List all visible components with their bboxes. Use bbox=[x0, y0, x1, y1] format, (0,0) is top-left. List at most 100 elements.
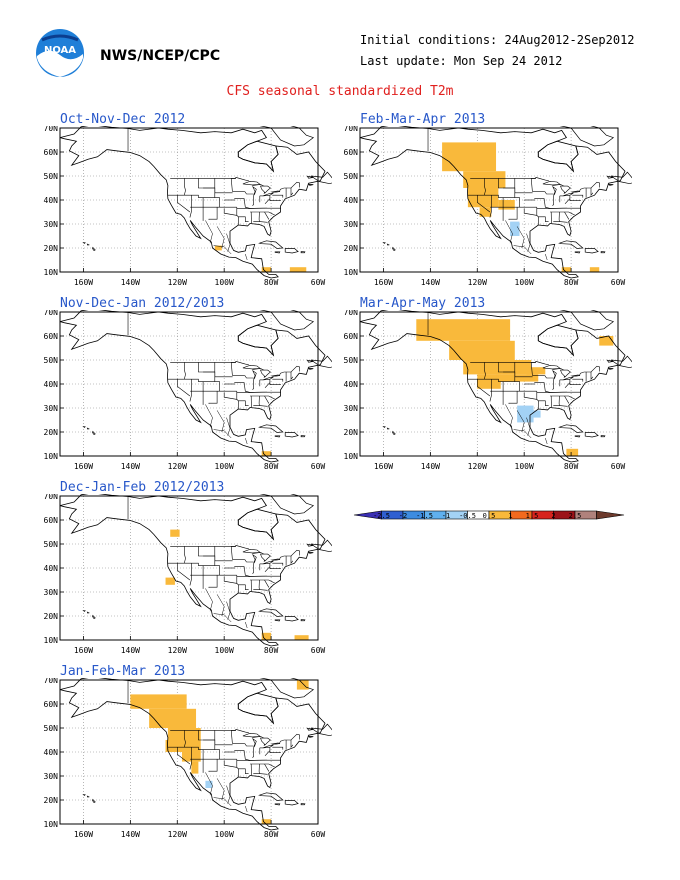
y-tick-label: 60N bbox=[44, 700, 59, 709]
y-tick-label: 30N bbox=[44, 404, 59, 413]
state-border bbox=[231, 729, 249, 734]
island-outline bbox=[306, 543, 314, 547]
state-border bbox=[264, 750, 271, 757]
great-lake-outline bbox=[262, 192, 274, 197]
state-border bbox=[264, 566, 271, 573]
great-lake-outline bbox=[252, 185, 257, 196]
island-outline bbox=[300, 251, 306, 254]
state-border bbox=[226, 233, 231, 252]
state-border bbox=[198, 362, 215, 373]
state-border bbox=[244, 375, 254, 379]
state-border bbox=[534, 382, 551, 393]
x-tick-label: 60W bbox=[311, 646, 326, 655]
state-border bbox=[516, 410, 525, 433]
y-tick-label: 60N bbox=[44, 332, 59, 341]
x-tick-label: 60W bbox=[311, 278, 326, 287]
x-tick-label: 80W bbox=[264, 462, 279, 471]
great-lake-outline bbox=[252, 369, 257, 380]
y-tick-label: 10N bbox=[44, 268, 59, 277]
legend-label: -1 bbox=[442, 512, 450, 520]
y-tick-label: 40N bbox=[44, 748, 59, 757]
state-border bbox=[231, 545, 249, 550]
state-border bbox=[184, 178, 186, 196]
y-tick-label: 20N bbox=[44, 612, 59, 621]
great-lake-outline bbox=[560, 369, 571, 378]
island-outline bbox=[258, 608, 284, 617]
legend-label: -1.5 bbox=[416, 512, 433, 520]
state-border bbox=[544, 375, 554, 379]
x-tick-label: 100W bbox=[215, 830, 234, 839]
state-border bbox=[189, 747, 192, 770]
island-outline bbox=[82, 242, 86, 244]
island-outline bbox=[284, 616, 299, 622]
island-outline bbox=[606, 359, 614, 363]
legend-label: -2 bbox=[399, 512, 407, 520]
state-border bbox=[230, 546, 233, 560]
y-tick-label: 70N bbox=[344, 126, 359, 133]
island-outline bbox=[558, 424, 584, 433]
state-border bbox=[198, 178, 215, 189]
island-outline bbox=[92, 430, 96, 436]
great-lake-outline bbox=[252, 553, 257, 564]
y-tick-label: 20N bbox=[344, 244, 359, 253]
island-outline bbox=[392, 430, 396, 436]
y-tick-label: 40N bbox=[344, 196, 359, 205]
state-border bbox=[498, 362, 515, 373]
state-border bbox=[205, 404, 213, 428]
island-outline bbox=[307, 367, 314, 370]
x-tick-label: 120W bbox=[168, 462, 187, 471]
state-border bbox=[253, 763, 260, 774]
state-border bbox=[572, 194, 584, 198]
state-border bbox=[253, 395, 260, 406]
state-border bbox=[226, 601, 231, 620]
state-border bbox=[213, 613, 232, 623]
noaa-logo-icon: NOAA bbox=[36, 29, 84, 77]
state-border bbox=[208, 391, 218, 404]
great-lake-outline bbox=[262, 376, 274, 381]
warm-anomaly-region bbox=[130, 694, 187, 709]
island-outline bbox=[82, 794, 86, 796]
warm-anomaly-region bbox=[496, 374, 539, 382]
state-border bbox=[484, 178, 486, 196]
state-border bbox=[252, 747, 254, 758]
state-border bbox=[536, 391, 539, 409]
x-tick-label: 120W bbox=[468, 278, 487, 287]
state-border bbox=[198, 730, 215, 741]
main-title: CFS seasonal standardized T2m bbox=[226, 84, 454, 99]
x-tick-label: 120W bbox=[468, 462, 487, 471]
warm-anomaly-region bbox=[170, 529, 180, 537]
x-tick-label: 100W bbox=[215, 278, 234, 287]
state-border bbox=[245, 805, 248, 813]
state-border bbox=[484, 362, 486, 380]
panel-title-jfm: Jan-Feb-Mar 2013 bbox=[60, 664, 186, 679]
legend-label: 2.5 bbox=[569, 512, 582, 520]
warm-anomaly-region bbox=[289, 267, 307, 272]
state-border bbox=[264, 382, 271, 389]
y-tick-label: 30N bbox=[44, 772, 59, 781]
state-border bbox=[269, 195, 281, 201]
warm-anomaly-region bbox=[479, 207, 492, 217]
y-tick-label: 50N bbox=[44, 724, 59, 733]
x-tick-label: 160W bbox=[74, 646, 93, 655]
great-lake-outline bbox=[571, 190, 581, 193]
y-tick-label: 50N bbox=[44, 172, 59, 181]
cool-anomaly-region bbox=[528, 410, 541, 418]
great-lake-outline bbox=[242, 364, 261, 370]
great-lake-outline bbox=[560, 185, 571, 194]
state-border bbox=[531, 361, 549, 366]
coastline bbox=[59, 310, 326, 463]
state-border bbox=[238, 400, 249, 406]
state-border bbox=[253, 579, 260, 590]
map-panel-djf: 70N 60N 50N 40N 30N 20N 10N 160W 140W 120W 100W 80W… bbox=[32, 494, 332, 664]
y-tick-label: 60N bbox=[344, 148, 359, 157]
state-border bbox=[544, 191, 554, 195]
state-border bbox=[550, 211, 575, 215]
state-border bbox=[564, 211, 570, 220]
island-outline bbox=[386, 243, 390, 246]
state-border bbox=[269, 379, 281, 385]
state-border bbox=[530, 178, 533, 192]
island-outline bbox=[284, 432, 299, 438]
state-border bbox=[259, 773, 268, 775]
state-border bbox=[216, 778, 225, 801]
state-border bbox=[259, 405, 268, 407]
